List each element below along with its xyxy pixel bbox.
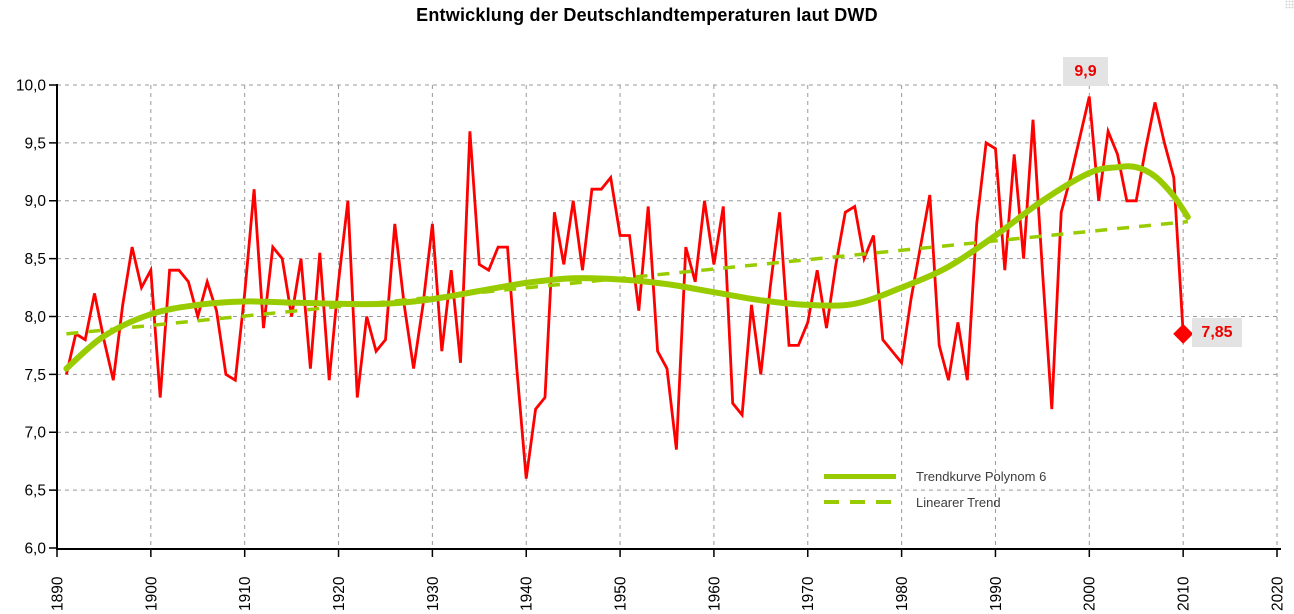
x-tick-label: 1960	[706, 576, 723, 611]
final-value-annotation-label: 7,85	[1201, 323, 1233, 341]
legend-row-polynomial: Trendkurve Polynom 6	[824, 463, 1046, 489]
y-tick-label: 8,5	[24, 251, 46, 268]
temperature-series-line	[65, 96, 1185, 479]
linear-trend-label: Linearer Trend	[916, 494, 1001, 510]
peak-annotation: 9,9	[1063, 57, 1108, 86]
axis-labels: 6,0 6,5 7,0 7,5 8,0 8,5 9,0 9,5 10,0 1890 1900 1910…	[16, 77, 1287, 611]
chart-title: Entwicklung der Deutschlandtemperaturen …	[416, 5, 878, 25]
x-tick-label: 1890	[49, 576, 66, 611]
x-tick-label: 1950	[613, 576, 630, 611]
x-tick-label: 2000	[1082, 576, 1099, 611]
y-tick-label: 10,0	[16, 77, 47, 94]
axes	[49, 84, 1281, 557]
x-tick-label: 2020	[1269, 576, 1286, 611]
peak-annotation-label: 9,9	[1074, 62, 1097, 80]
x-tick-label: 1980	[894, 576, 911, 611]
polynomial-trend-swatch-icon	[824, 473, 896, 479]
legend: Trendkurve Polynom 6 Linearer Trend	[824, 463, 1046, 515]
x-tick-label: 1900	[143, 576, 160, 611]
final-value-diamond-marker	[1173, 323, 1194, 344]
y-tick-label: 6,5	[24, 483, 46, 500]
x-tick-label: 1970	[800, 576, 817, 611]
final-value-annotation: 7,85	[1192, 318, 1242, 347]
polynomial-trend-label: Trendkurve Polynom 6	[916, 468, 1047, 484]
x-tick-label: 1930	[425, 576, 442, 611]
y-tick-label: 7,0	[24, 425, 46, 442]
polynomial-trend-line	[63, 163, 1191, 372]
gridlines	[57, 84, 1281, 549]
y-tick-label: 9,5	[24, 135, 46, 152]
y-tick-label: 9,0	[24, 193, 46, 210]
linear-trend-line	[66, 219, 1189, 336]
y-tick-label: 6,0	[24, 540, 46, 557]
legend-row-linear: Linearer Trend	[824, 489, 1046, 515]
linear-trend-swatch-icon	[824, 500, 896, 504]
y-tick-label: 7,5	[24, 367, 46, 384]
x-tick-label: 1990	[988, 576, 1005, 611]
y-tick-label: 8,0	[24, 309, 46, 326]
x-tick-label: 1940	[519, 576, 536, 611]
x-tick-label: 1920	[331, 576, 348, 611]
corner-artifact	[1285, 0, 1294, 9]
x-tick-label: 2010	[1176, 576, 1193, 611]
x-tick-label: 1910	[237, 576, 254, 611]
